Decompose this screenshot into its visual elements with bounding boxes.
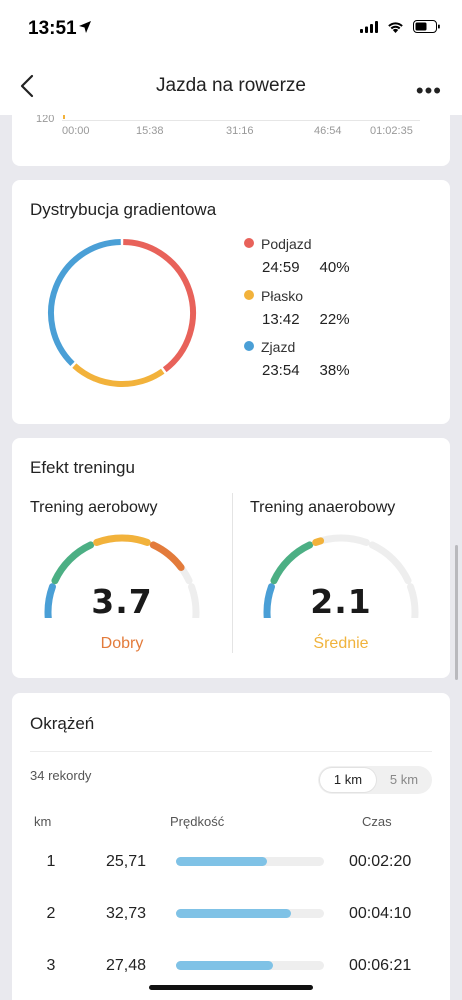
legend-percent: 22% xyxy=(319,311,350,328)
status-time: 13:51 xyxy=(28,18,77,39)
legend-item-plasko: Płasko 13:42 22% xyxy=(244,288,350,328)
table-row: 2 32,73 00:04:10 xyxy=(12,905,450,925)
chart-x-tick: 31:16 xyxy=(226,125,254,137)
gradient-distribution-card: Dystrybucja gradientowa Podjazd 24:59 40%… xyxy=(12,180,450,424)
legend-item-podjazd: Podjazd 24:59 40% xyxy=(244,236,350,276)
legend-name: Płasko xyxy=(261,288,304,304)
back-chevron-icon[interactable] xyxy=(16,72,40,100)
chart-x-tick: 01:02:35 xyxy=(370,125,413,137)
chart-baseline xyxy=(62,120,420,121)
speed-bar-track xyxy=(176,961,324,970)
speed-bar-track xyxy=(176,857,324,866)
aerobic-value: 3.7 xyxy=(91,582,153,621)
speed-bar xyxy=(176,961,273,970)
chart-x-tick: 46:54 xyxy=(314,125,342,137)
chart-data-stub xyxy=(63,113,65,119)
laps-title: Okrążeń xyxy=(30,714,95,733)
toggle-5km[interactable]: 5 km xyxy=(389,772,419,787)
chart-y-tick: 120 xyxy=(36,113,55,125)
lap-speed: 25,71 xyxy=(106,853,147,870)
anaerobic-status: Średnie xyxy=(313,635,369,652)
table-row: 1 25,71 00:02:20 xyxy=(12,853,450,873)
lap-time: 00:04:10 xyxy=(349,905,412,922)
home-indicator[interactable] xyxy=(149,985,313,990)
donut-slice-zjazd xyxy=(48,239,121,367)
training-effect-title: Efekt treningu xyxy=(30,458,135,477)
anaerobic-value: 2.1 xyxy=(310,582,372,621)
top-bar: 13:51 Jazda na rowerze ••• xyxy=(0,0,462,115)
anaerobic-label: Trening anaerobowy xyxy=(250,499,396,516)
legend-dot xyxy=(244,341,254,351)
gauge-segment-fill xyxy=(44,583,56,618)
aerobic-gauge xyxy=(44,534,200,618)
laps-card: Okrążeń 34 rekordy 1 km 5 km km Prędkość… xyxy=(12,693,450,1000)
lap-time: 00:02:20 xyxy=(349,853,412,870)
header-speed: Prędkość xyxy=(170,814,225,829)
status-icons xyxy=(360,20,440,33)
gauge-segment-fill xyxy=(312,537,325,546)
header-time: Czas xyxy=(362,814,392,829)
gauge-segment-fill xyxy=(51,541,95,585)
gauge-segment-track xyxy=(407,583,419,618)
laps-divider xyxy=(30,751,432,752)
gauge-segment-fill xyxy=(270,541,314,585)
gradient-donut-chart xyxy=(48,239,196,387)
legend-dot xyxy=(244,238,254,248)
header-km: km xyxy=(34,814,52,829)
gauge-segment-track xyxy=(368,541,412,585)
aerobic-label: Trening aerobowy xyxy=(30,499,158,516)
legend-name: Zjazd xyxy=(261,339,296,355)
cellular-signal-icon xyxy=(360,20,378,33)
records-count: 34 rekordy xyxy=(30,768,92,783)
scrollbar[interactable] xyxy=(455,545,458,680)
donut-slice-podjazd xyxy=(123,239,196,373)
battery-icon xyxy=(413,20,440,33)
legend-dot xyxy=(244,290,254,300)
toggle-1km[interactable]: 1 km xyxy=(320,768,376,792)
lap-speed: 32,73 xyxy=(106,905,147,922)
speed-bar xyxy=(176,857,267,866)
legend-percent: 40% xyxy=(319,259,350,276)
chart-x-tick: 00:00 xyxy=(62,125,90,137)
donut-slice-płasko xyxy=(72,363,165,387)
legend-item-zjazd: Zjazd 23:54 38% xyxy=(244,339,350,379)
aerobic-status: Dobry xyxy=(100,635,144,652)
gauge-segment-fill xyxy=(263,583,275,618)
table-row: 3 27,48 00:06:21 xyxy=(12,957,450,977)
gauge-segment-fill xyxy=(93,534,151,546)
wifi-icon xyxy=(388,21,403,33)
anaerobic-gauge xyxy=(263,534,419,618)
gauge-segment-track xyxy=(188,583,200,618)
speed-bar xyxy=(176,909,292,918)
legend-time: 24:59 xyxy=(262,259,300,276)
lap-speed: 27,48 xyxy=(106,957,147,974)
location-arrow-icon xyxy=(79,21,91,33)
gauge-segment-fill xyxy=(149,541,185,571)
effect-divider xyxy=(232,493,233,653)
lap-km: 1 xyxy=(46,853,56,870)
lap-km: 3 xyxy=(46,957,56,974)
page-title: Jazda na rowerze xyxy=(156,75,306,96)
legend-percent: 38% xyxy=(319,362,350,379)
more-options-button[interactable]: ••• xyxy=(415,78,442,103)
legend-time: 13:42 xyxy=(262,311,300,328)
lap-time: 00:06:21 xyxy=(349,957,412,974)
lap-km: 2 xyxy=(46,905,56,922)
training-effect-card: Efekt treningu Trening aerobowy 3.7 Dobr… xyxy=(12,438,450,678)
legend-name: Podjazd xyxy=(261,236,312,252)
lap-distance-toggle: 1 km 5 km xyxy=(318,766,432,794)
chart-x-tick: 15:38 xyxy=(136,125,164,137)
legend-time: 23:54 xyxy=(262,362,300,379)
gradient-title: Dystrybucja gradientowa xyxy=(30,200,217,219)
speed-bar-track xyxy=(176,909,324,918)
